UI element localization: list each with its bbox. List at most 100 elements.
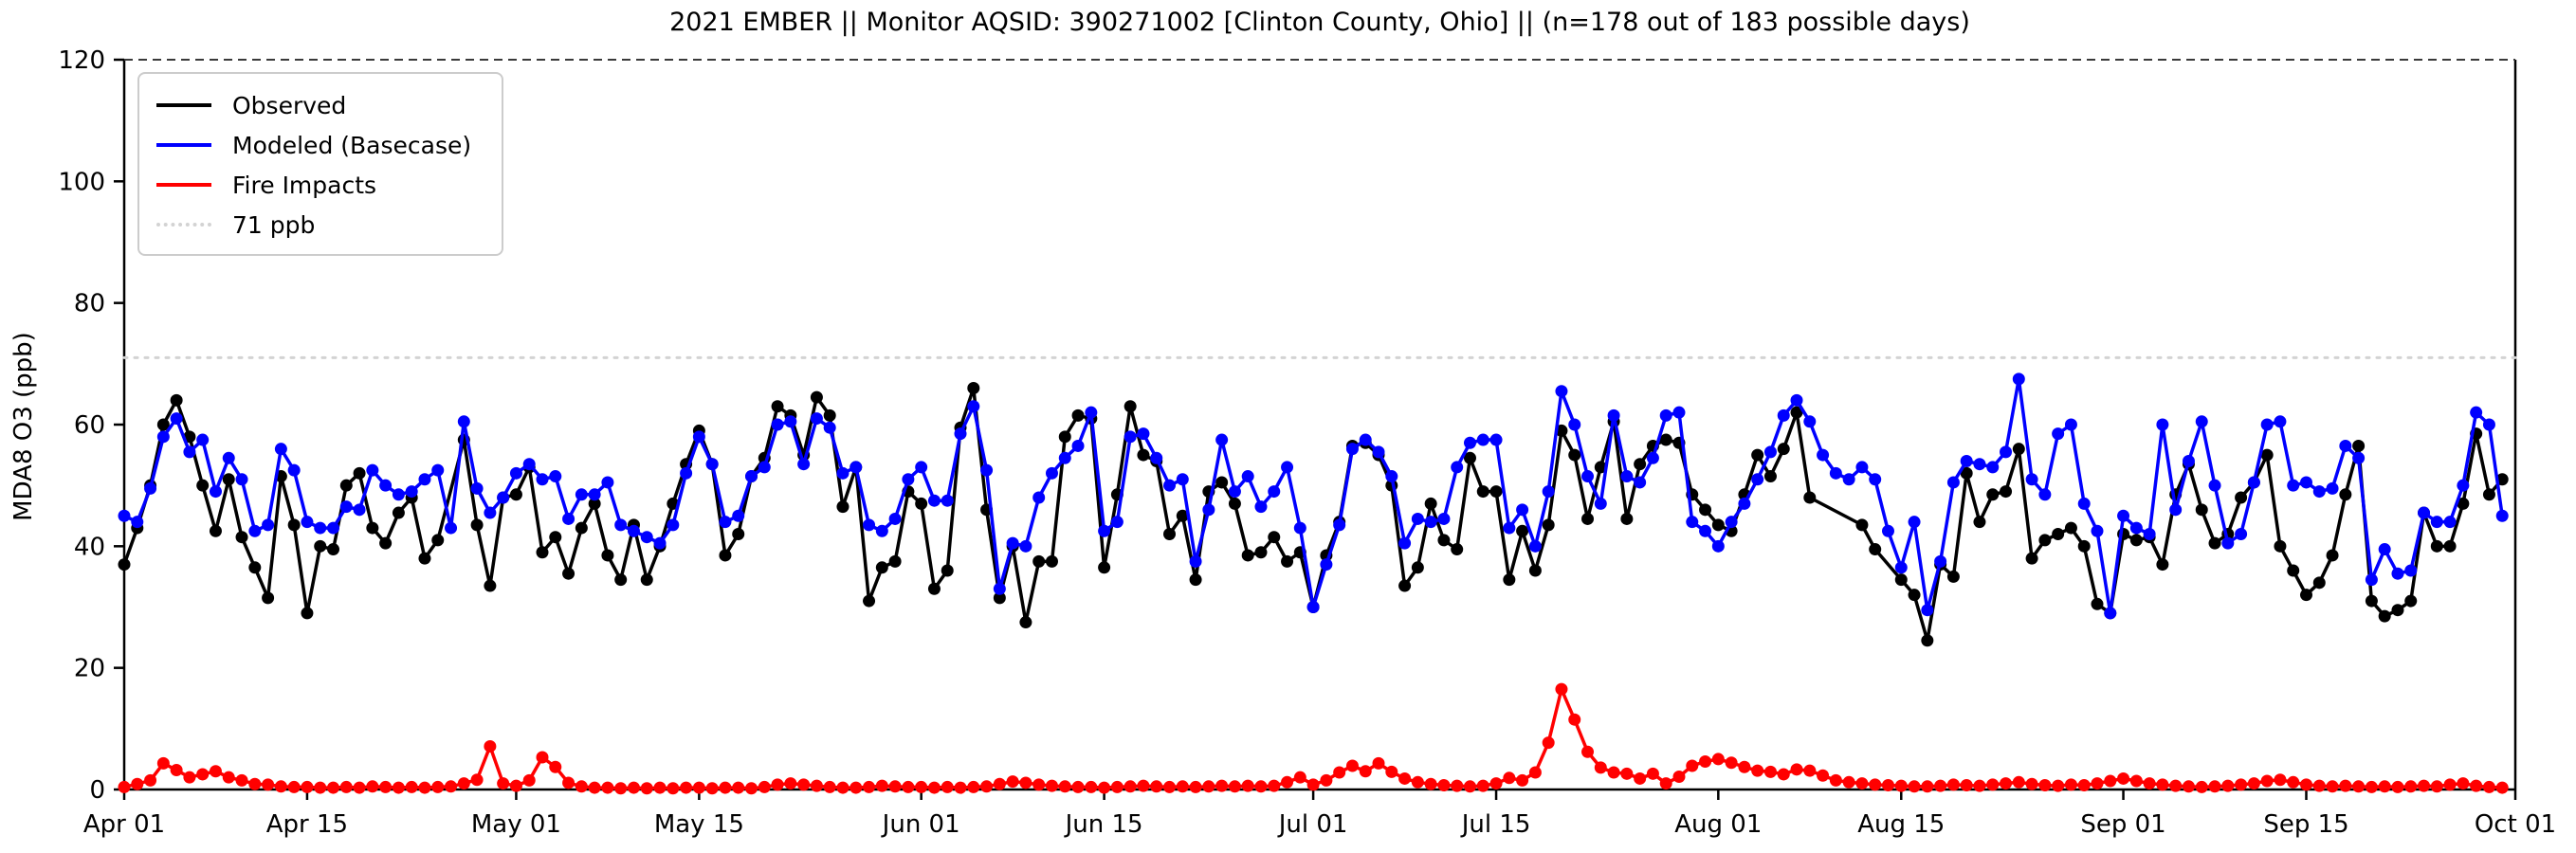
modeled-basecase--marker — [941, 494, 954, 507]
modeled-basecase--marker — [418, 473, 431, 486]
modeled-basecase--marker — [1568, 418, 1581, 431]
fire-impacts-marker — [549, 760, 562, 773]
fire-impacts-marker — [1528, 766, 1542, 779]
fire-impacts-marker — [1516, 773, 1529, 787]
observed-marker — [2326, 549, 2339, 562]
modeled-basecase--marker — [640, 531, 653, 544]
modeled-basecase--marker — [1189, 554, 1202, 568]
modeled-basecase--marker — [209, 485, 222, 499]
modeled-basecase--marker — [392, 488, 405, 501]
observed-marker — [170, 393, 183, 407]
observed-marker — [1437, 534, 1451, 547]
fire-impacts-marker — [170, 763, 183, 776]
fire-impacts-marker — [1790, 763, 1803, 776]
modeled-basecase--marker — [875, 524, 888, 537]
observed-marker — [1281, 554, 1294, 568]
modeled-basecase--marker — [196, 433, 210, 446]
x-tick-label: Jun 15 — [1064, 810, 1143, 839]
modeled-basecase--marker — [2117, 509, 2130, 522]
modeled-basecase--marker — [2457, 479, 2470, 492]
fire-impacts-marker — [339, 780, 353, 793]
fire-impacts-marker — [2104, 774, 2117, 788]
fire-impacts-marker — [1071, 780, 1085, 793]
fire-impacts-marker — [888, 780, 902, 793]
modeled-basecase--marker — [431, 463, 445, 477]
observed-marker — [2038, 534, 2052, 547]
observed-marker — [1960, 466, 1973, 480]
observed-marker — [836, 500, 850, 514]
fire-impacts-marker — [1228, 780, 1241, 793]
modeled-basecase--marker — [771, 418, 784, 431]
modeled-basecase--marker — [732, 509, 745, 522]
modeled-basecase--marker — [2104, 607, 2117, 620]
fire-impacts-marker — [1202, 780, 1215, 793]
modeled-basecase--marker — [2378, 543, 2391, 556]
modeled-basecase--marker — [2418, 506, 2431, 519]
fire-impacts-marker — [1306, 778, 1320, 791]
modeled-basecase--marker — [2495, 509, 2509, 522]
modeled-basecase--marker — [2143, 528, 2156, 540]
fire-impacts-marker — [2247, 777, 2260, 790]
modeled-basecase--marker — [927, 494, 941, 507]
fire-impacts-marker — [248, 777, 262, 790]
observed-marker — [2025, 552, 2038, 565]
observed-marker — [993, 591, 1006, 605]
modeled-basecase--marker — [1869, 473, 1882, 486]
observed-marker — [2378, 609, 2391, 623]
fire-impacts-marker — [1634, 771, 1647, 785]
fire-impacts-marker — [1058, 780, 1071, 793]
observed-line-swatch — [156, 103, 211, 107]
observed-marker — [353, 466, 366, 480]
modeled-basecase--marker — [366, 463, 379, 477]
fire-impacts-marker — [1686, 759, 1699, 772]
fire-impacts-marker — [2221, 779, 2235, 792]
fire-impacts-marker — [1437, 779, 1451, 792]
modeled-basecase--marker — [954, 427, 967, 441]
modeled-basecase--marker — [2443, 516, 2457, 529]
modeled-basecase--marker — [405, 485, 418, 499]
threshold-dotted-swatch — [156, 223, 211, 227]
observed-marker — [1032, 554, 1046, 568]
fire-impacts-marker — [1085, 780, 1098, 793]
modeled-basecase--marker — [235, 473, 248, 486]
modeled-basecase--marker — [1333, 518, 1346, 532]
modeled-basecase--marker — [509, 466, 522, 480]
fire-impacts-marker — [1934, 779, 1947, 792]
observed-marker — [1254, 546, 1268, 559]
modeled-basecase--marker — [1254, 500, 1268, 514]
observed-marker — [875, 561, 888, 574]
observed-marker — [1790, 406, 1803, 419]
observed-marker — [314, 539, 327, 553]
modeled-basecase--marker — [653, 536, 667, 550]
fire-impacts-marker — [575, 780, 588, 793]
fire-impacts-marker — [1463, 780, 1476, 793]
modeled-basecase--marker — [2312, 485, 2326, 499]
observed-marker — [732, 528, 745, 540]
modeled-basecase--marker — [1908, 516, 1921, 529]
observed-marker — [863, 594, 876, 608]
fire-impacts-marker — [522, 773, 536, 787]
x-tick-label: Aug 01 — [1674, 810, 1762, 839]
modeled-basecase--marker — [2235, 528, 2248, 540]
modeled-basecase--marker — [2000, 445, 2013, 459]
modeled-basecase--marker — [1268, 485, 1281, 499]
fire-impacts-marker — [1451, 779, 1464, 792]
modeled-basecase--marker — [2195, 415, 2208, 428]
modeled-basecase--marker — [1803, 415, 1817, 428]
modeled-basecase--marker — [2169, 503, 2183, 517]
fire-impacts-marker — [1019, 776, 1032, 789]
fire-impacts-marker — [156, 756, 170, 770]
modeled-basecase--marker — [915, 461, 928, 474]
modeled-basecase--marker — [2156, 418, 2169, 431]
observed-marker — [2287, 564, 2300, 577]
fire-impacts-marker — [2287, 775, 2300, 789]
modeled-basecase--marker — [1045, 466, 1058, 480]
modeled-basecase--marker — [2208, 479, 2221, 492]
observed-marker — [536, 546, 549, 559]
x-tick-label: May 15 — [654, 810, 744, 839]
modeled-basecase--marker — [1581, 470, 1595, 483]
fire-impacts-marker — [1006, 775, 1019, 789]
fire-impacts-marker — [2404, 780, 2418, 793]
observed-marker — [1946, 570, 1960, 583]
modeled-basecase--marker — [967, 400, 980, 413]
